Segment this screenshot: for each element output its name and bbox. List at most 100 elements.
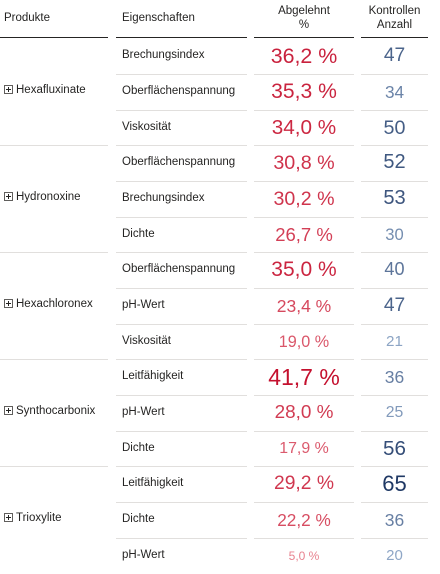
- table-row: Brechungsindex 36,2 % 47: [0, 38, 440, 74]
- property-cell: pH-Wert: [122, 406, 165, 418]
- expand-plus-icon[interactable]: [4, 85, 13, 94]
- rejected-percent-cell: 19,0 %: [278, 332, 330, 351]
- row-separator: [361, 252, 428, 253]
- row-separator: [361, 217, 428, 218]
- header-underline-eigenschaften: [116, 37, 247, 38]
- row-separator: [116, 110, 247, 111]
- row-separator: [254, 145, 354, 146]
- row-separator: [254, 74, 354, 75]
- header-eigenschaften[interactable]: Eigenschaften: [122, 12, 195, 24]
- property-cell: Oberflächenspannung: [122, 156, 236, 168]
- control-count-cell: 52: [383, 151, 406, 174]
- rejected-percent-cell: 35,0 %: [271, 257, 337, 281]
- row-separator: [361, 431, 428, 432]
- row-separator: [361, 181, 428, 182]
- row-separator: [361, 502, 428, 503]
- product-label: Trioxylite: [16, 511, 62, 524]
- property-cell: Dichte: [122, 442, 155, 454]
- expand-plus-icon[interactable]: [4, 192, 13, 201]
- table-row: Viskosität 19,0 % 21: [0, 324, 440, 360]
- header-abgelehnt-line2: %: [298, 19, 310, 31]
- row-separator: [116, 145, 247, 146]
- table-row: Dichte 26,7 % 30: [0, 217, 440, 253]
- group-separator: [0, 252, 108, 253]
- product-group: Hexachloronex Oberflächenspannung 35,0 % 40…: [0, 252, 440, 359]
- product-row-header[interactable]: Trioxylite: [4, 512, 62, 524]
- header-produkte[interactable]: Produkte: [4, 12, 51, 24]
- property-cell: Dichte: [122, 513, 155, 525]
- row-separator: [254, 217, 354, 218]
- expand-plus-icon[interactable]: [4, 299, 13, 308]
- rejected-percent-cell: 17,9 %: [279, 439, 329, 457]
- row-separator: [254, 466, 354, 467]
- row-separator: [116, 217, 247, 218]
- row-separator: [361, 110, 428, 111]
- rejected-percent-cell: 34,0 %: [271, 115, 337, 139]
- control-count-cell: 25: [385, 403, 404, 421]
- header-underline-produkte: [0, 37, 108, 38]
- header-kontrollen[interactable]: Kontrollen Anzahl: [361, 4, 428, 32]
- control-count-cell: 36: [384, 366, 405, 387]
- control-count-cell: 53: [383, 187, 406, 210]
- row-separator: [361, 466, 428, 467]
- row-separator: [254, 252, 354, 253]
- row-separator: [361, 359, 428, 360]
- rejected-percent-cell: 29,2 %: [273, 472, 335, 494]
- table-row: Oberflächenspannung 35,0 % 40: [0, 252, 440, 288]
- row-separator: [361, 288, 428, 289]
- row-separator: [116, 74, 247, 75]
- row-separator: [116, 431, 247, 432]
- expand-plus-icon[interactable]: [4, 406, 13, 415]
- row-separator: [254, 181, 354, 182]
- product-group: Hexafluxinate Brechungsindex 36,2 % 47 Oberf…: [0, 38, 440, 145]
- table-row: Oberflächenspannung 35,3 % 34: [0, 74, 440, 110]
- control-count-cell: 36: [384, 509, 405, 530]
- table-row: Viskosität 34,0 % 50: [0, 110, 440, 146]
- product-group: Synthocarbonix Leitfähigkeit 41,7 % 36 pH-We…: [0, 359, 440, 466]
- product-row-header[interactable]: Hexachloronex: [4, 298, 93, 310]
- row-separator: [254, 395, 354, 396]
- product-row-header[interactable]: Synthocarbonix: [4, 405, 95, 417]
- row-separator: [361, 538, 428, 539]
- row-separator: [116, 324, 247, 325]
- control-count-cell: 34: [384, 82, 405, 103]
- property-cell: Oberflächenspannung: [122, 85, 236, 97]
- row-separator: [361, 324, 428, 325]
- control-count-cell: 50: [383, 116, 406, 139]
- property-cell: Dichte: [122, 228, 155, 240]
- group-separator: [0, 466, 108, 467]
- property-cell: Brechungsindex: [122, 192, 205, 204]
- control-count-cell: 65: [382, 471, 407, 497]
- rejected-percent-cell: 5,0 %: [288, 549, 320, 564]
- control-count-cell: 47: [383, 44, 406, 66]
- control-count-cell: 30: [385, 225, 404, 245]
- header-abgelehnt-line1: Abgelehnt: [278, 5, 330, 17]
- header-underline-kontrollen: [361, 37, 428, 38]
- product-group: Hydronoxine Oberflächenspannung 30,8 % 52 Br…: [0, 145, 440, 252]
- rejected-percent-cell: 30,8 %: [273, 151, 335, 174]
- property-cell: pH-Wert: [122, 299, 165, 311]
- row-separator: [116, 181, 247, 182]
- row-separator: [254, 431, 354, 432]
- expand-plus-icon[interactable]: [4, 513, 13, 522]
- rejected-percent-cell: 30,2 %: [273, 187, 335, 210]
- rejected-percent-cell: 41,7 %: [268, 363, 340, 390]
- header-underline-abgelehnt: [254, 37, 354, 38]
- product-label: Hydronoxine: [16, 190, 81, 203]
- product-group: Trioxylite Leitfähigkeit 29,2 % 65 Dichte 22,…: [0, 466, 440, 573]
- property-cell: Leitfähigkeit: [122, 477, 184, 489]
- group-separator: [0, 359, 108, 360]
- header-abgelehnt[interactable]: Abgelehnt %: [254, 4, 354, 32]
- table-row: pH-Wert 23,4 % 47: [0, 288, 440, 324]
- row-separator: [116, 288, 247, 289]
- rejected-percent-cell: 36,2 %: [270, 43, 338, 68]
- table-row: Leitfähigkeit 41,7 % 36: [0, 359, 440, 395]
- product-label: Synthocarbonix: [16, 404, 96, 417]
- product-row-header[interactable]: Hexafluxinate: [4, 84, 86, 96]
- row-separator: [116, 538, 247, 539]
- product-row-header[interactable]: Hydronoxine: [4, 191, 81, 203]
- rejected-percent-cell: 35,3 %: [271, 79, 337, 103]
- rejected-percent-cell: 23,4 %: [276, 295, 332, 316]
- table-row: pH-Wert 28,0 % 25: [0, 395, 440, 431]
- control-count-cell: 40: [384, 259, 405, 280]
